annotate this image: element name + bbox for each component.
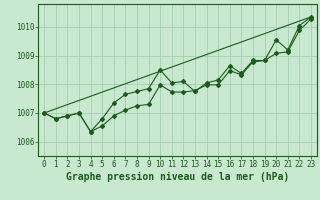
X-axis label: Graphe pression niveau de la mer (hPa): Graphe pression niveau de la mer (hPa): [66, 172, 289, 182]
